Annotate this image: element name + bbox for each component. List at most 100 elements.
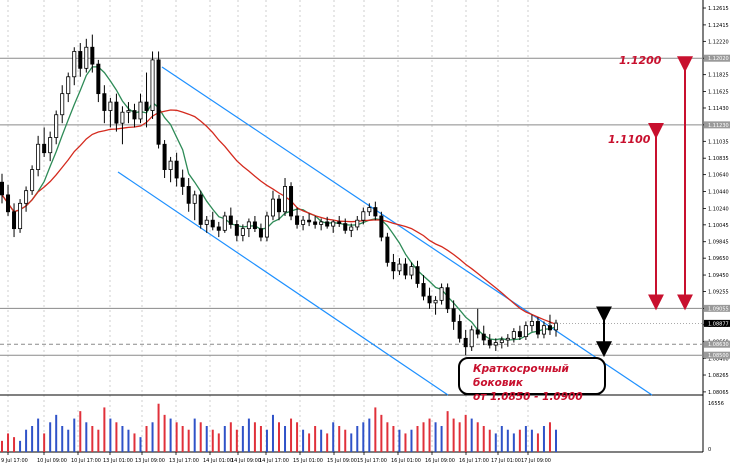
candle-body bbox=[36, 143, 41, 170]
candle-body bbox=[547, 325, 552, 331]
candle-body bbox=[222, 215, 227, 231]
candle-body bbox=[168, 160, 173, 170]
candle-body bbox=[48, 137, 53, 154]
price-label-level_4: 1.08630 bbox=[708, 342, 729, 348]
price-label-level_3: 1.09055 bbox=[708, 306, 729, 312]
candle-body bbox=[367, 207, 372, 213]
volume-tick-label: 16556 bbox=[708, 401, 724, 407]
x-tick-label: 10 Jul 17:00 bbox=[71, 458, 101, 464]
candle-body bbox=[409, 266, 414, 276]
candle-body bbox=[439, 287, 444, 301]
y-tick-label: 1.10640 bbox=[708, 173, 729, 179]
horizontal-levels bbox=[0, 57, 703, 356]
candle-body bbox=[397, 263, 402, 272]
candle-body bbox=[192, 194, 197, 204]
x-tick-label: 16 Jul 17:00 bbox=[459, 458, 489, 464]
candle-body bbox=[541, 325, 546, 335]
volume-tick-label: 0 bbox=[708, 447, 711, 453]
price-label-level_2: 1.11230 bbox=[708, 123, 729, 129]
sideways-note: Краткосрочный боковик от 1.0850 - 1.0900 bbox=[458, 357, 606, 403]
x-tick-label: 14 Jul 01:00 bbox=[203, 458, 233, 464]
candle-body bbox=[162, 143, 167, 170]
candle-body bbox=[138, 101, 143, 120]
candle-body bbox=[307, 219, 312, 223]
y-tick-label: 1.11430 bbox=[708, 106, 729, 112]
candle-body bbox=[517, 331, 522, 338]
x-tick-label: 13 Jul 09:00 bbox=[135, 458, 165, 464]
candle-body bbox=[72, 51, 77, 78]
candle-body bbox=[457, 321, 462, 339]
candle-body bbox=[78, 51, 83, 69]
x-tick-label: 15 Jul 09:00 bbox=[327, 458, 357, 464]
candle-body bbox=[60, 93, 65, 116]
price-label-current: 1.08877 bbox=[708, 321, 729, 327]
candle-body bbox=[18, 202, 23, 230]
candle-body bbox=[144, 101, 149, 111]
candle-body bbox=[385, 236, 390, 263]
x-tick-label: 16 Jul 01:00 bbox=[391, 458, 421, 464]
x-tick-label: 15 Jul 01:00 bbox=[293, 458, 323, 464]
candle-body bbox=[511, 331, 516, 339]
candle-body bbox=[150, 59, 155, 111]
candle-body bbox=[433, 299, 438, 304]
price-label-box-level_5 bbox=[704, 351, 730, 359]
price-label-box-level_3 bbox=[704, 304, 730, 312]
annotation-arrows bbox=[596, 56, 693, 358]
y-tick-label: 1.09450 bbox=[708, 273, 729, 279]
candle-body bbox=[295, 215, 300, 225]
price-label-box-current bbox=[704, 319, 730, 327]
candle-body bbox=[313, 221, 318, 225]
candle-body bbox=[349, 226, 354, 231]
candle-body bbox=[90, 46, 95, 65]
candle-body bbox=[554, 322, 559, 331]
candle-body bbox=[216, 226, 221, 231]
ma-slow-line bbox=[1, 109, 557, 325]
price-label-box-level_2 bbox=[704, 121, 730, 129]
x-tick-label: 16 Jul 09:00 bbox=[425, 458, 455, 464]
y-tick-label: 1.11825 bbox=[708, 73, 729, 79]
y-tick-label: 1.12220 bbox=[708, 39, 729, 45]
candle-body bbox=[391, 261, 396, 272]
candle-body bbox=[102, 93, 107, 111]
candle-body bbox=[301, 219, 306, 225]
candle-body bbox=[66, 76, 71, 95]
candle-body bbox=[373, 207, 378, 217]
candle-body bbox=[12, 211, 17, 230]
trend-channel bbox=[117, 66, 653, 396]
x-tick-label: 14 Jul 09:00 bbox=[231, 458, 261, 464]
y-tick-label: 1.10835 bbox=[708, 156, 729, 162]
candle-body bbox=[403, 263, 408, 276]
channel-lower-line bbox=[117, 171, 449, 396]
candle-body bbox=[523, 325, 528, 338]
candle-body bbox=[276, 198, 281, 213]
candle-body bbox=[234, 224, 239, 236]
y-tick-label: 1.10440 bbox=[708, 190, 729, 196]
candle-body bbox=[30, 169, 35, 192]
candle-body bbox=[174, 160, 179, 179]
candle-body bbox=[493, 342, 498, 346]
price-axis: 1.12615 1.12415 1.12220 1.12020 1.11825 1.116… bbox=[548, 6, 730, 453]
candle-body bbox=[252, 221, 257, 230]
candle-body bbox=[96, 63, 101, 95]
candle-body bbox=[481, 333, 486, 341]
candle-body bbox=[289, 186, 294, 217]
channel-upper-line bbox=[161, 66, 653, 396]
candle-body bbox=[186, 186, 191, 204]
price-label-level_1: 1.12020 bbox=[708, 56, 729, 62]
y-tick-label: 1.09650 bbox=[708, 256, 729, 262]
candle-body bbox=[427, 295, 432, 304]
candle-body bbox=[54, 114, 59, 138]
x-tick-label: 17 Jul 09:00 bbox=[521, 458, 551, 464]
candle-body bbox=[114, 101, 119, 124]
candle-body bbox=[337, 221, 342, 224]
y-tick-label: 1.08460 bbox=[708, 357, 729, 363]
target-label-2: 1.1100 bbox=[608, 133, 651, 146]
y-tick-label: 1.12615 bbox=[708, 6, 729, 12]
candle-body bbox=[445, 287, 450, 310]
y-tick-label: 1.08265 bbox=[708, 373, 729, 379]
candle-body bbox=[451, 308, 456, 322]
candle-body bbox=[210, 219, 215, 228]
candle-body bbox=[0, 181, 4, 196]
y-tick-label: 1.10240 bbox=[708, 206, 729, 212]
